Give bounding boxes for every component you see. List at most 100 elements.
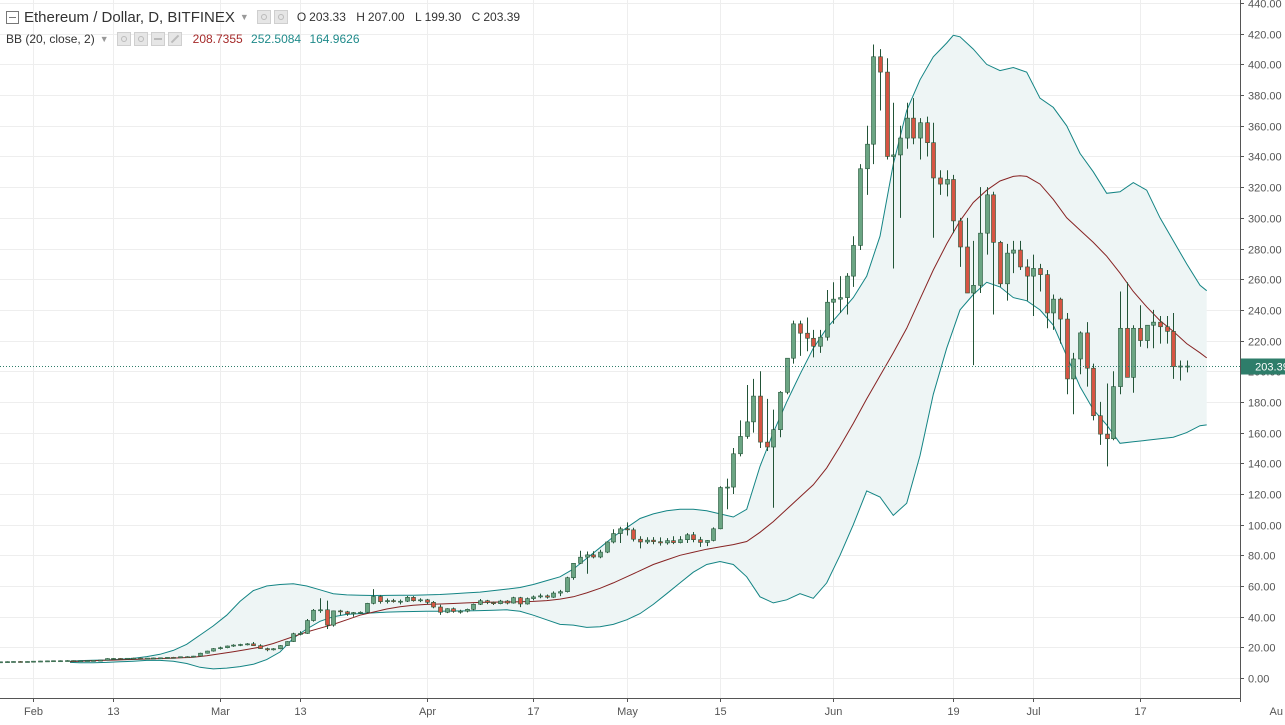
candle [931,122,936,238]
candle [545,594,550,599]
candle-body [1085,332,1090,369]
candle-body [938,177,943,185]
candle [1105,383,1110,467]
candle [378,595,383,604]
candle-body [238,644,243,646]
indicator-close-icon[interactable] [167,32,182,46]
candle-body [265,648,270,651]
candle [685,533,690,544]
candle-body [758,395,763,443]
candle [665,538,670,545]
band-fill [70,35,1207,669]
candle [551,591,556,598]
candle-body [498,600,503,604]
settings-icon[interactable] [273,10,288,24]
candle-body [705,540,710,543]
candle [11,661,16,663]
candle-body [778,391,783,430]
candle-body [545,595,550,598]
candle-body [251,643,256,646]
candle-body [98,659,103,662]
candle [191,655,196,658]
candle-body [845,275,850,298]
candle-body [685,534,690,540]
candle [578,550,583,564]
time-axis[interactable]: Feb 13 Mar 13 Apr 17 May 15 Jun 19 Jul 17 Au [0,698,1283,718]
candle [1158,316,1163,344]
candle [958,217,963,267]
candle [498,599,503,605]
symbol-legend: Ethereum / Dollar, D, BITFINEX ▼ O 203.33… [0,6,527,28]
x-tick-label: 13 [107,706,119,718]
candle-body [931,142,936,179]
symbol-title[interactable]: Ethereum / Dollar, D, BITFINEX [24,8,235,26]
candle-body [751,395,756,423]
candle [225,645,230,649]
candle-body [658,541,663,544]
candle-body [945,179,950,185]
candle-body [11,661,16,663]
candle [771,409,776,508]
candle [858,164,863,251]
indicator-add-icon[interactable] [150,32,165,46]
candle [758,371,763,448]
candle [1038,263,1043,292]
candle-body [218,647,223,649]
candle [1065,312,1070,395]
candle [751,378,756,433]
indicator-name[interactable]: BB (20, close, 2) [6,32,95,46]
chevron-down-icon[interactable]: ▼ [239,12,249,22]
candle [1151,309,1156,349]
eye-icon[interactable] [256,10,271,24]
bb-basis-line [69,175,1208,663]
candle [431,601,436,609]
candle [251,642,256,646]
candle-body [158,657,163,660]
candle [885,58,890,160]
candle [811,329,816,358]
candle-body [691,534,696,540]
candle-body [231,644,236,647]
collapse-legend-icon[interactable] [6,10,19,24]
candle [485,599,490,605]
candle [1078,331,1083,375]
candle [358,611,363,614]
candle [1031,254,1036,317]
bb-basis-value: 208.7355 [192,32,243,46]
x-tick-label: Apr [419,706,436,718]
candle [631,527,636,542]
candle [71,660,76,662]
candle [731,447,736,494]
candle-body [125,657,130,660]
candle [1071,352,1076,415]
price-axis[interactable]: 0.00 20.00 40.00 60.00 80.00 100.00 120.00 140.… [1240,0,1285,698]
candle-body [905,117,910,139]
candle [1011,240,1016,274]
candle-body [138,657,143,660]
indicator-eye-icon[interactable] [116,32,131,46]
candle [851,236,856,287]
candle-body [485,600,490,603]
candle [178,656,183,659]
candle [745,385,750,439]
x-tick-label: 13 [294,706,306,718]
candle [1051,294,1056,330]
candle [991,191,996,315]
indicator-settings-icon[interactable] [133,32,148,46]
candle-body [745,421,750,437]
candle-body [558,591,563,594]
candle-body [531,596,536,599]
candle [865,125,870,195]
candle [105,658,110,661]
indicator-chevron-down-icon[interactable]: ▼ [99,34,109,44]
candle-body [918,122,923,139]
candle [1131,325,1136,393]
candle [305,618,310,634]
candle [585,551,590,574]
candle [825,289,830,341]
candle-body [465,609,470,612]
x-tick-label: 19 [947,706,959,718]
candle-body [145,657,150,660]
